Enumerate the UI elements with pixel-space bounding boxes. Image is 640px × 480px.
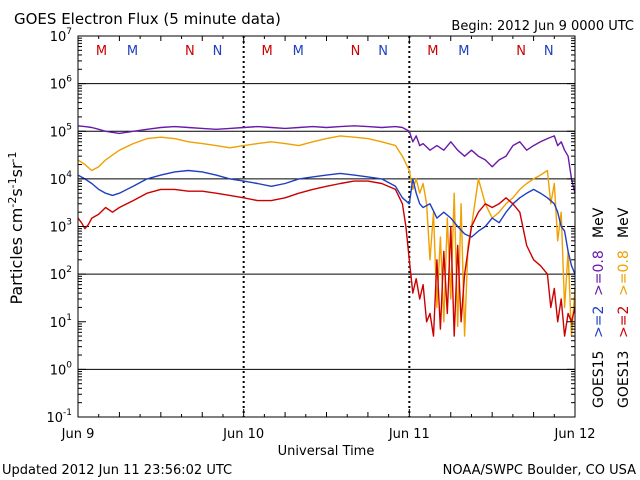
mnn-marker-5: M: [293, 44, 304, 59]
legend-entry-3: MeV: [591, 207, 607, 238]
x-tick-label-2: Jun 11: [388, 427, 430, 442]
credit-label: NOAA/SWPC Boulder, CO USA: [443, 463, 636, 478]
y-axis-label: Particles cm-2s-1sr-1: [6, 151, 26, 304]
mnn-marker-4: M: [262, 44, 273, 59]
x-axis-label: Universal Time: [278, 444, 375, 459]
x-tick-label-3: Jun 12: [554, 427, 596, 442]
y-tick-label-8: 107: [50, 27, 72, 45]
x-tick-label-1: Jun 10: [222, 427, 264, 442]
y-tick-label-2: 101: [50, 313, 72, 331]
y-tick-label-0: 10-1: [46, 408, 72, 426]
legend-entry-2: >=0.8: [591, 250, 607, 296]
mnn-marker-3: N: [213, 44, 223, 59]
mnn-marker-1: M: [127, 44, 138, 59]
mnn-marker-10: N: [516, 44, 526, 59]
series-line-2: [77, 169, 576, 275]
legend-entry-5: >=2: [616, 306, 632, 338]
gridlines: [78, 36, 575, 417]
legend-entry-4: GOES13: [616, 351, 632, 408]
mnn-marker-2: N: [185, 44, 195, 59]
y-tick-label-1: 100: [50, 360, 73, 378]
mnn-marker-8: M: [427, 44, 438, 59]
legend-entry-0: GOES15: [591, 351, 607, 408]
y-tick-label-6: 105: [50, 122, 72, 140]
legend-entry-1: >=2: [591, 306, 607, 338]
updated-label: Updated 2012 Jun 11 23:56:02 UTC: [2, 463, 232, 478]
mnn-marker-9: M: [458, 44, 469, 59]
chart-title: GOES Electron Flux (5 minute data): [14, 10, 281, 28]
legend: GOES15 >=2 >=0.8 MeV GOES13 >=2 >=0.8 MeV: [591, 207, 632, 408]
mnn-marker-0: M: [96, 44, 107, 59]
y-tick-label-4: 103: [50, 218, 72, 236]
y-tick-label-7: 106: [50, 75, 73, 93]
series-line-3: [77, 180, 576, 337]
mnn-marker-7: N: [378, 44, 388, 59]
mnn-marker-11: N: [544, 44, 554, 59]
axes: 10-1 100 101 102 103 104 105 106 107 Jun 9 Jun 10 J…: [46, 27, 595, 442]
legend-entry-6: >=0.8: [616, 250, 632, 296]
begin-label: Begin: 2012 Jun 9 0000 UTC: [451, 19, 634, 34]
series-line-1: [77, 135, 576, 337]
x-tick-label-0: Jun 9: [61, 427, 95, 442]
series-lines: [77, 125, 576, 337]
legend-entry-7: MeV: [616, 207, 632, 238]
y-tick-label-5: 104: [50, 170, 73, 188]
series-line-0: [77, 125, 576, 194]
y-tick-label-3: 102: [50, 265, 72, 283]
mnn-marker-6: N: [351, 44, 361, 59]
